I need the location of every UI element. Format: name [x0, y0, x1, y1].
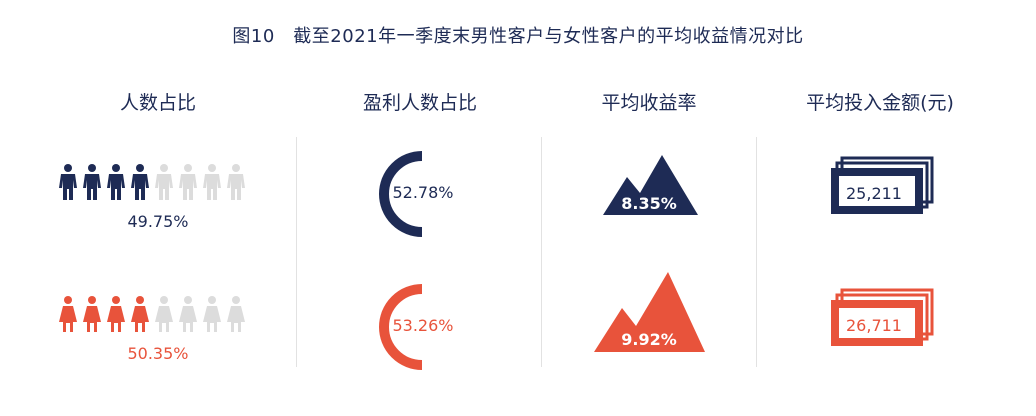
male-person-icon — [83, 164, 101, 200]
female-profit-share-label: 53.26% — [392, 316, 454, 335]
female-person-icon — [107, 296, 125, 332]
male-person-icon — [107, 164, 125, 200]
male-profit-arc — [379, 151, 423, 237]
female-person-icon — [155, 296, 173, 332]
female-return-rate-label: 9.92% — [621, 330, 677, 349]
column-header-profit-share: 盈利人数占比 — [362, 92, 477, 114]
female-person-icon — [179, 296, 197, 332]
female-person-icon — [203, 296, 221, 332]
column-header-return-rate: 平均收益率 — [601, 92, 697, 114]
female-avg-investment-label: 26,711 — [846, 316, 902, 335]
column-divider — [296, 137, 297, 367]
female-person-icon — [59, 296, 77, 332]
female-people-icons — [59, 296, 245, 332]
male-people-icons — [59, 164, 245, 200]
male-return-rate-label: 8.35% — [621, 194, 677, 213]
column-header-share: 人数占比 — [119, 92, 196, 114]
female-profit-arc — [379, 284, 423, 370]
chart-title: 图10 截至2021年一季度末男性客户与女性客户的平均收益情况对比 — [232, 26, 804, 47]
female-return-mountain — [594, 272, 705, 352]
column-header-avg-investment: 平均投入金额(元) — [806, 92, 954, 114]
male-person-icon — [131, 164, 149, 200]
female-person-icon — [131, 296, 149, 332]
female-money-bills — [831, 288, 934, 346]
male-avg-investment-label: 25,211 — [846, 184, 902, 203]
female-share-label: 50.35% — [127, 344, 189, 363]
male-person-icon — [59, 164, 77, 200]
female-person-icon — [83, 296, 101, 332]
male-money-bills — [831, 156, 934, 214]
column-divider — [541, 137, 542, 367]
male-person-icon — [203, 164, 221, 200]
male-profit-share-label: 52.78% — [392, 183, 454, 202]
male-share-label: 49.75% — [127, 212, 189, 231]
column-divider — [756, 137, 757, 367]
male-person-icon — [155, 164, 173, 200]
male-return-mountain — [603, 155, 698, 215]
female-person-icon — [227, 296, 245, 332]
male-person-icon — [227, 164, 245, 200]
male-person-icon — [179, 164, 197, 200]
